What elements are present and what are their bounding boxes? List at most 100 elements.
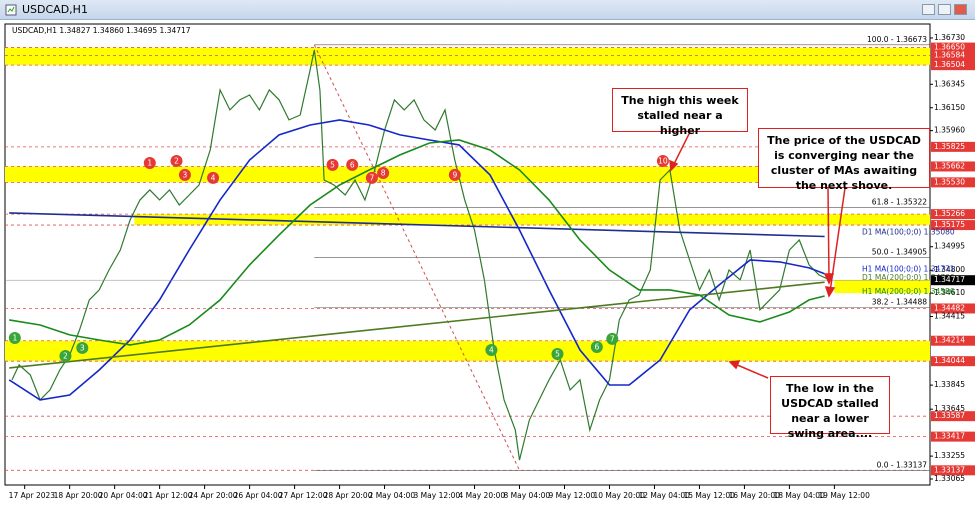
support-resistance-zone xyxy=(834,280,930,294)
x-tick-label: 17 Apr 2023 xyxy=(9,491,56,500)
level-label: 1.35530 xyxy=(934,177,965,186)
y-tick-label: 1.33065 xyxy=(934,474,965,483)
x-tick-label: 9 May 12:00 xyxy=(548,491,595,500)
count-marker xyxy=(207,171,220,184)
level-label-box xyxy=(931,50,975,61)
x-tick-label: 24 Apr 20:00 xyxy=(189,491,238,500)
count-marker xyxy=(59,350,72,363)
level-label-box xyxy=(931,335,975,346)
count-marker xyxy=(178,168,191,181)
count-marker xyxy=(346,158,359,171)
count-marker xyxy=(365,171,378,184)
x-tick-label: 12 May 04:00 xyxy=(638,491,690,500)
window-title: USDCAD,H1 xyxy=(22,3,88,16)
count-marker xyxy=(326,158,339,171)
count-marker-label: 7 xyxy=(370,173,375,182)
y-tick-label: 1.33845 xyxy=(934,380,965,389)
y-tick-label: 1.34995 xyxy=(934,242,965,251)
support-resistance-zone xyxy=(134,214,931,226)
x-tick-label: 15 May 12:00 xyxy=(683,491,735,500)
x-tick-label: 27 Apr 12:00 xyxy=(279,491,328,500)
arrow xyxy=(829,187,846,293)
support-resistance-zone xyxy=(5,340,930,362)
fib-label: 38.2 - 1.34488 xyxy=(872,298,927,307)
arrow-head xyxy=(669,159,679,172)
count-marker xyxy=(76,341,89,354)
count-marker-label: 5 xyxy=(555,349,560,358)
fib-label: 100.0 - 1.36673 xyxy=(867,35,927,44)
level-label-box xyxy=(931,220,975,231)
series-label: D1 MA(100;0;0) 1.35080 xyxy=(862,228,955,237)
fib-label: 50.0 - 1.34905 xyxy=(872,248,927,257)
y-tick-label: 1.36345 xyxy=(934,79,965,88)
maximize-button[interactable] xyxy=(938,4,951,15)
level-label: 1.35175 xyxy=(934,220,965,229)
arrow-head xyxy=(823,273,835,285)
y-tick-label: 1.36730 xyxy=(934,33,965,42)
level-label: 1.34482 xyxy=(934,303,965,312)
minimize-button[interactable] xyxy=(922,4,935,15)
level-label-box xyxy=(931,209,975,220)
level-label-box xyxy=(931,141,975,152)
moving-average-line xyxy=(9,281,825,369)
count-marker-label: 6 xyxy=(350,160,355,169)
count-marker xyxy=(606,332,619,345)
count-marker xyxy=(8,331,21,344)
count-marker-label: 3 xyxy=(80,343,85,352)
y-tick-label: 1.33645 xyxy=(934,404,965,413)
price-line xyxy=(11,49,831,461)
x-tick-label: 28 Apr 20:00 xyxy=(324,491,373,500)
fib-label: 0.0 - 1.33137 xyxy=(877,460,928,469)
count-marker xyxy=(590,340,603,353)
level-label: 1.34214 xyxy=(934,336,965,345)
window-icon xyxy=(5,4,17,16)
count-marker-label: 5 xyxy=(330,160,335,169)
level-label-box xyxy=(931,465,975,476)
count-marker xyxy=(377,166,390,179)
moving-average-line xyxy=(9,139,825,346)
count-marker xyxy=(656,154,669,167)
series-label: H1 MA(100;0;0) 1.34771 xyxy=(862,265,955,274)
count-marker-label: 2 xyxy=(174,156,179,165)
level-label-box xyxy=(931,411,975,422)
x-tick-label: 8 May 04:00 xyxy=(504,491,551,500)
y-tick-label: 1.34415 xyxy=(934,312,965,321)
y-tick-label: 1.33255 xyxy=(934,451,965,460)
callout: The low in the USDCAD stalled near a low… xyxy=(770,376,890,440)
level-label-box xyxy=(931,356,975,367)
arrow xyxy=(672,131,691,167)
moving-average-line xyxy=(8,119,825,401)
count-marker-label: 1 xyxy=(147,158,152,167)
callout-arrows xyxy=(669,131,846,379)
arrow-head xyxy=(824,286,836,298)
level-label: 1.33137 xyxy=(934,465,965,474)
count-marker-label: 4 xyxy=(211,173,216,182)
count-marker-label: 9 xyxy=(452,170,457,179)
count-marker xyxy=(485,343,498,356)
level-label: 1.33587 xyxy=(934,411,965,420)
arrow-head xyxy=(728,360,741,370)
level-label: 1.36650 xyxy=(934,43,965,52)
arrow xyxy=(827,187,830,279)
level-label-box xyxy=(931,42,975,53)
current-price-box xyxy=(931,275,975,286)
level-label-box xyxy=(931,60,975,71)
x-tick-label: 21 Apr 12:00 xyxy=(144,491,193,500)
count-marker-label: 1 xyxy=(12,333,17,342)
count-marker xyxy=(551,347,564,360)
x-tick-label: 26 Apr 04:00 xyxy=(234,491,283,500)
level-label-box xyxy=(931,431,975,442)
x-tick-label: 18 May 04:00 xyxy=(773,491,825,500)
x-tick-label: 19 May 12:00 xyxy=(818,491,870,500)
current-price-label: 1.34717 xyxy=(934,275,965,284)
y-tick-label: 1.36150 xyxy=(934,103,965,112)
fib-trendline xyxy=(313,44,520,471)
callout: The high this week stalled near a higher xyxy=(612,88,748,137)
window-title-bar: USDCAD,H1 xyxy=(0,0,975,20)
y-tick-label: 1.34610 xyxy=(934,288,965,297)
x-tick-label: 16 May 20:00 xyxy=(728,491,780,500)
chart-info: USDCAD,H1 1.34827 1.34860 1.34695 1.3471… xyxy=(12,26,191,35)
count-marker xyxy=(143,156,156,169)
close-button[interactable] xyxy=(954,4,967,15)
